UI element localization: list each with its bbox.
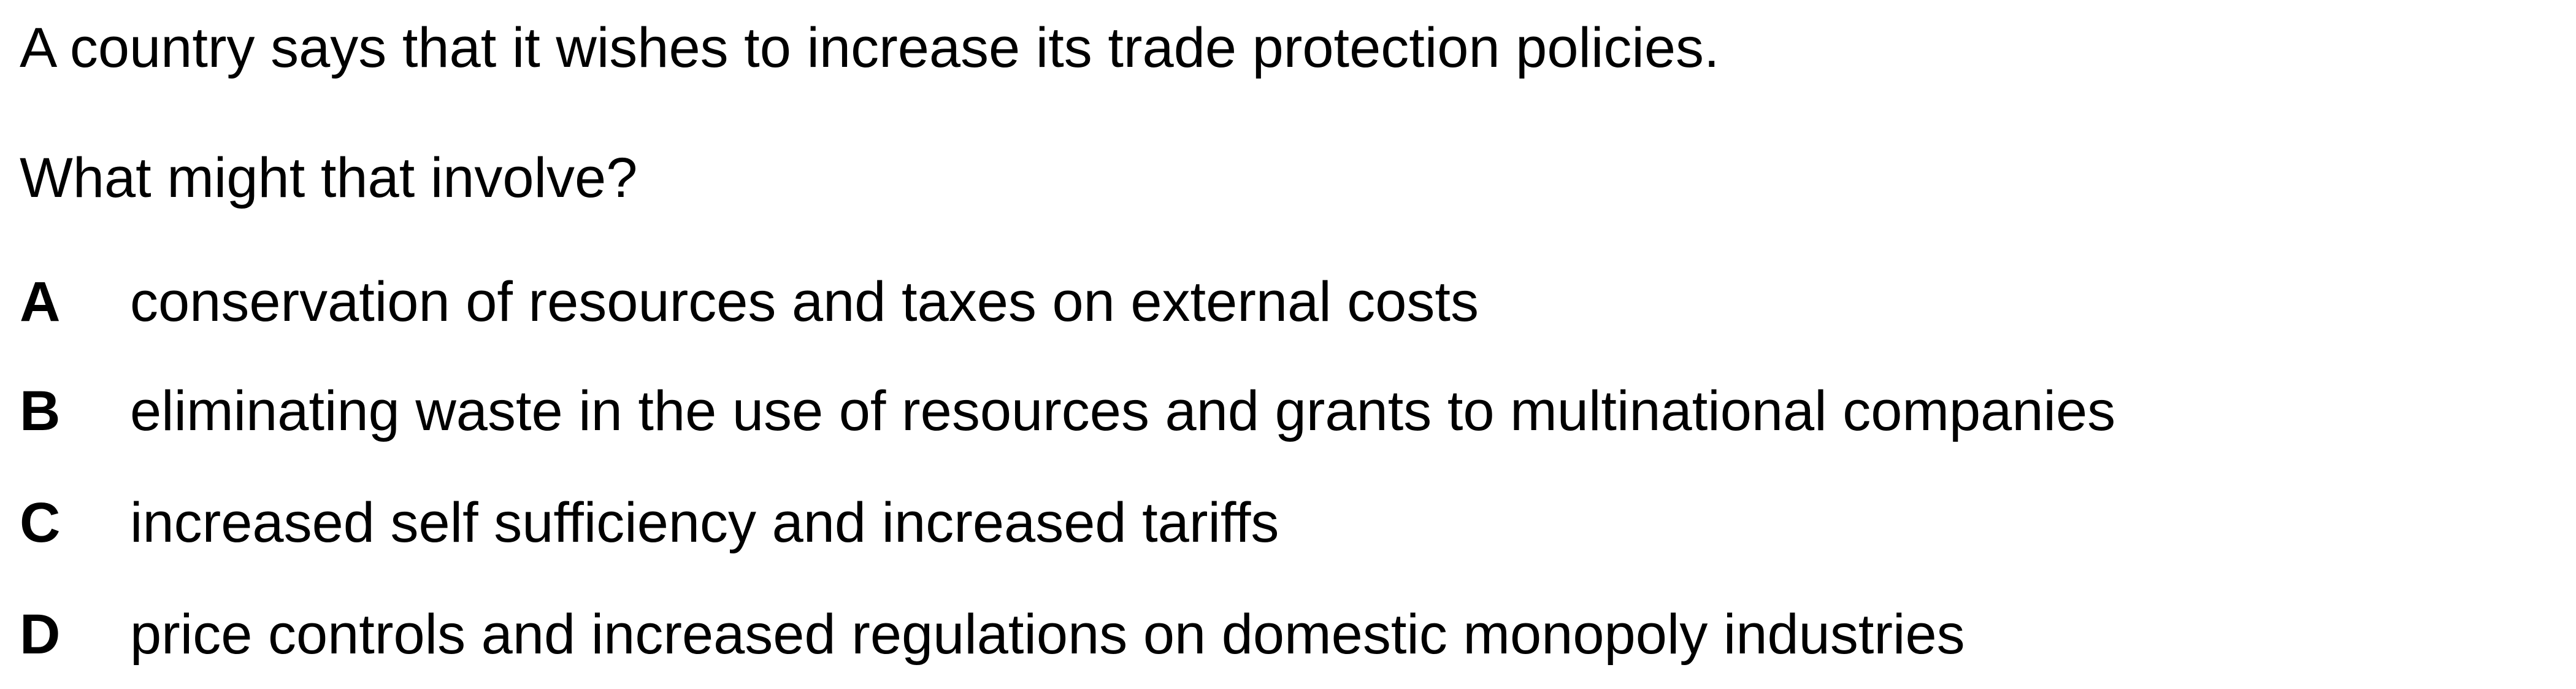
option-letter: B	[20, 380, 61, 442]
option-text: conservation of resources and taxes on e…	[130, 271, 1479, 333]
question-prompt: What might that involve?	[20, 147, 638, 209]
option-letter: A	[20, 271, 61, 333]
option-text: eliminating waste in the use of resource…	[130, 380, 2116, 442]
option-text: price controls and increased regulations…	[130, 603, 1965, 666]
option-letter: D	[20, 603, 61, 666]
option-text: increased self sufficiency and increased…	[130, 491, 1279, 554]
question-stem: A country says that it wishes to increas…	[20, 17, 1720, 79]
option-letter: C	[20, 491, 61, 554]
